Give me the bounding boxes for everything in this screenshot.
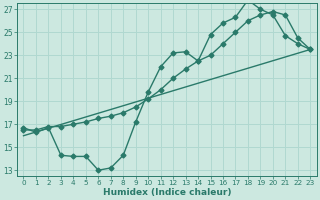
X-axis label: Humidex (Indice chaleur): Humidex (Indice chaleur)	[103, 188, 231, 197]
